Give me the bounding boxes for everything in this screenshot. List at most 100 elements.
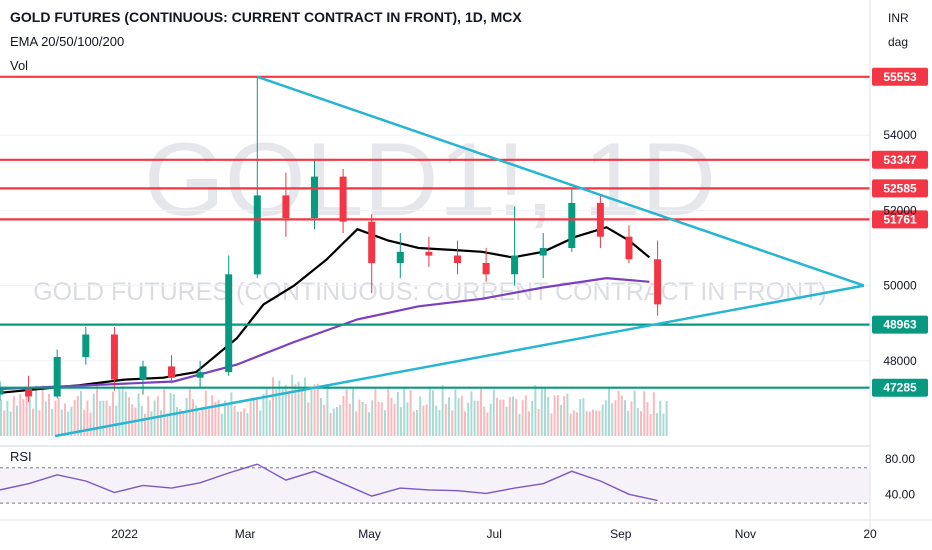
volume-bar [473, 400, 476, 436]
candle-body-13 [368, 221, 376, 264]
volume-bar [332, 408, 335, 436]
volume-bar [502, 399, 505, 436]
volume-bar [656, 413, 658, 436]
volume-bar [409, 389, 412, 436]
volume-bar [377, 401, 380, 436]
volume-bar [544, 388, 546, 436]
candle-body-18 [511, 255, 519, 275]
volume-bar [592, 409, 594, 436]
volume-bar [297, 381, 300, 436]
volume-bar [256, 398, 258, 436]
volume-bar [188, 388, 191, 436]
volume-legend[interactable]: Vol [10, 58, 28, 73]
horizontal-levels: 55553 53347 52585 51761 48963 47285 [0, 67, 928, 397]
time-tick-May: May [358, 527, 381, 541]
volume-bar [636, 408, 639, 436]
volume-bar [480, 387, 482, 436]
volume-bar [537, 409, 540, 436]
volume-bar [444, 404, 447, 436]
volume-bar [339, 404, 342, 436]
volume-bar [92, 393, 95, 436]
volume-bar [121, 386, 124, 436]
ema-line-1 [0, 226, 651, 394]
volume-bar [182, 411, 185, 436]
volume-bar [620, 395, 623, 436]
volume-bar [489, 403, 492, 436]
level-tag-53347 [872, 150, 928, 169]
volume-bar [336, 407, 338, 436]
volume-bar [288, 390, 290, 436]
level-tag-47285 [872, 378, 928, 397]
volume-bar [166, 413, 169, 436]
volume-bar [448, 397, 450, 436]
rsi-line [0, 463, 658, 502]
period-label: dag [888, 35, 908, 49]
volume-bar [553, 395, 556, 436]
volume-bar [38, 410, 41, 436]
rsi-band [0, 467, 870, 504]
volume-bar [512, 396, 514, 436]
volume-bar [227, 403, 230, 436]
price-tick-48000: 48000 [883, 354, 917, 368]
volume-bar [345, 389, 348, 436]
candle-body-17 [482, 263, 490, 275]
chart-title: GOLD FUTURES (CONTINUOUS: CURRENT CONTRA… [10, 9, 522, 25]
time-axis[interactable]: 2022 Mar May Jul Sep Nov 20 [0, 519, 932, 541]
volume-bar [124, 391, 127, 436]
volume-bar [329, 412, 332, 436]
volume-bar [662, 413, 665, 436]
candle-body-11 [311, 176, 318, 218]
volume-bar [560, 405, 562, 436]
volume-bar [105, 400, 108, 436]
volume-bar [83, 409, 86, 436]
candle-body-22 [625, 236, 633, 260]
volume-bar [425, 404, 428, 436]
volume-bar [220, 413, 223, 436]
level-tag-48963 [872, 315, 928, 334]
ema-layer [0, 226, 651, 394]
candle-body-15 [425, 251, 433, 256]
volume-bar [496, 397, 498, 436]
volume-bar [428, 386, 431, 436]
volume-bar [531, 401, 534, 436]
volume-bar [112, 391, 114, 436]
volume-bar [608, 387, 610, 436]
volume-bar [492, 389, 495, 436]
volume-bar [585, 411, 588, 436]
price-tick-50000: 50000 [883, 279, 917, 293]
grid-layer [0, 134, 870, 362]
volume-bar [665, 401, 668, 436]
volume-bar [67, 411, 70, 436]
volume-layer [0, 374, 668, 436]
volume-bar [416, 410, 418, 436]
volume-bar [48, 393, 50, 436]
volume-bar [435, 405, 438, 436]
volume-bar [51, 408, 54, 436]
candle-body-9 [253, 195, 261, 275]
level-tag-52585 [872, 179, 928, 198]
level-tag-text-55553: 55553 [883, 70, 917, 84]
rsi-tick-1: 40.00 [885, 487, 915, 501]
volume-bar [310, 390, 313, 436]
volume-bar [99, 400, 102, 436]
volume-bar [198, 412, 201, 436]
price-tick-52000: 52000 [883, 203, 917, 217]
candle-body-23 [654, 259, 662, 305]
volume-bar [572, 410, 575, 436]
volume-bar [384, 410, 386, 436]
indicator-legend[interactable]: EMA 20/50/100/200 [10, 34, 124, 49]
volume-bar [419, 396, 422, 436]
level-tag-51761 [872, 210, 928, 229]
volume-bar [457, 398, 460, 436]
volume-bar [563, 396, 566, 436]
volume-bar [224, 400, 226, 436]
volume-bar [323, 404, 326, 436]
volume-bar [403, 387, 406, 436]
volume-bar [588, 411, 591, 436]
candle-body-16 [454, 255, 461, 263]
price-axis[interactable]: 54000 52000 50000 48000 [869, 0, 917, 530]
volume-bar [518, 414, 521, 436]
volume-bar [505, 406, 508, 436]
rsi-pane[interactable]: 80.00 40.00 [0, 452, 915, 504]
